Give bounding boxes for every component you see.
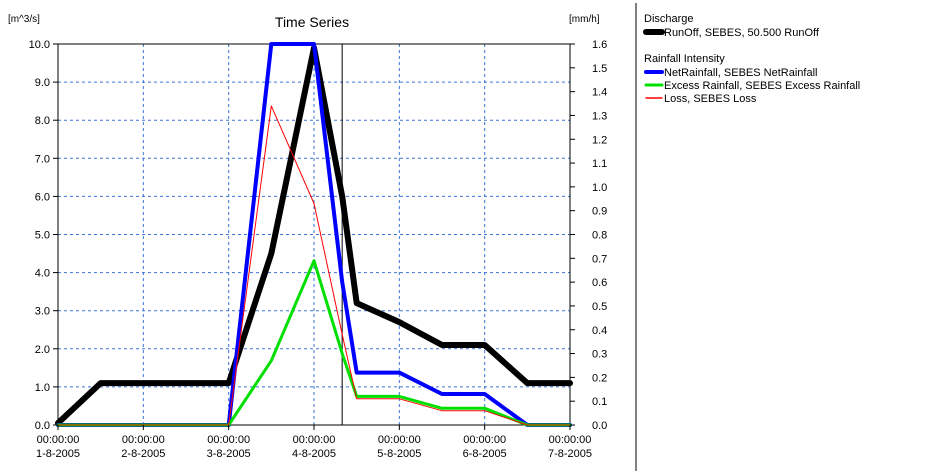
left-tick-label: 9.0	[35, 77, 50, 89]
right-tick-label: 1.0	[592, 182, 607, 194]
series-line-0	[55, 44, 573, 427]
right-tick-label: 1.3	[592, 110, 607, 122]
right-tick-label: 1.2	[592, 134, 607, 146]
right-tick-label: 0.8	[592, 230, 607, 242]
right-tick-label: 0.4	[592, 325, 607, 337]
left-tick-label: 0.0	[35, 420, 50, 432]
x-tick-time-label: 00:00:00	[549, 434, 592, 446]
x-tick-date-label: 1-8-2005	[36, 448, 80, 460]
right-tick-label: 1.5	[592, 63, 607, 75]
right-tick-label: 0.2	[592, 372, 607, 384]
right-tick-label: 0.9	[592, 206, 607, 218]
series-line-3	[57, 105, 571, 426]
grid-lines	[58, 44, 570, 425]
right-tick-label: 1.6	[592, 39, 607, 51]
left-tick-label: 3.0	[35, 306, 50, 318]
legend-heading: Rainfall Intensity	[644, 53, 725, 65]
x-tick-date-label: 3-8-2005	[207, 448, 251, 460]
x-tick-date-label: 6-8-2005	[463, 448, 507, 460]
right-tick-label: 0.1	[592, 396, 607, 408]
left-y-axis: 0.0 1.0 2.0 3.0 4.0 5.0 6.0 7.0 8.0 9.0 10.0	[29, 39, 58, 432]
x-tick-time-label: 00:00:00	[122, 434, 165, 446]
series-line-2	[56, 259, 572, 427]
left-tick-label: 8.0	[35, 115, 50, 127]
legend-entry: Loss, SEBES Loss	[664, 93, 757, 105]
right-tick-label: 0.3	[592, 349, 607, 361]
plot-area	[57, 43, 571, 426]
x-tick-time-label: 00:00:00	[37, 434, 80, 446]
legend-entry: RunOff, SEBES, 50.500 RunOff	[664, 27, 820, 39]
x-tick-date-label: 4-8-2005	[292, 448, 336, 460]
left-tick-label: 5.0	[35, 230, 50, 242]
x-tick-time-label: 00:00:00	[207, 434, 250, 446]
right-tick-label: 1.4	[592, 87, 607, 99]
x-tick-date-label: 5-8-2005	[377, 448, 421, 460]
right-y-axis: 0.0 0.1 0.2 0.3 0.4 0.5 0.6 0.7 0.8 0.9 1.0 1.1 1.2 1…	[570, 39, 607, 432]
legend-entry: Excess Rainfall, SEBES Excess Rainfall	[664, 80, 860, 92]
left-tick-label: 7.0	[35, 153, 50, 165]
x-tick-date-label: 2-8-2005	[121, 448, 165, 460]
left-axis-unit: [m^3/s]	[8, 14, 40, 25]
left-tick-label: 10.0	[29, 39, 50, 51]
chart-title: Time Series	[275, 14, 349, 30]
x-tick-date-label: 7-8-2005	[548, 448, 592, 460]
left-tick-label: 6.0	[35, 191, 50, 203]
left-tick-label: 2.0	[35, 344, 50, 356]
series-line-1	[56, 42, 572, 427]
right-tick-label: 0.5	[592, 301, 607, 313]
right-tick-label: 0.0	[592, 420, 607, 432]
x-tick-time-label: 00:00:00	[293, 434, 336, 446]
series-layer	[55, 42, 573, 427]
x-tick-time-label: 00:00:00	[463, 434, 506, 446]
left-tick-label: 4.0	[35, 268, 50, 280]
x-tick-time-label: 00:00:00	[378, 434, 421, 446]
legend-heading: Discharge	[644, 13, 694, 25]
right-axis-unit: [mm/h]	[569, 14, 600, 25]
right-tick-label: 0.7	[592, 253, 607, 265]
left-tick-label: 1.0	[35, 382, 50, 394]
x-axis: 00:00:00 1-8-2005 00:00:00 2-8-2005 00:00:00…	[36, 425, 592, 460]
legend: Discharge RunOff, SEBES, 50.500 RunOff Rai…	[643, 13, 860, 105]
legend-entry: NetRainfall, SEBES NetRainfall	[664, 67, 817, 79]
right-tick-label: 0.6	[592, 277, 607, 289]
right-tick-label: 1.1	[592, 158, 607, 170]
